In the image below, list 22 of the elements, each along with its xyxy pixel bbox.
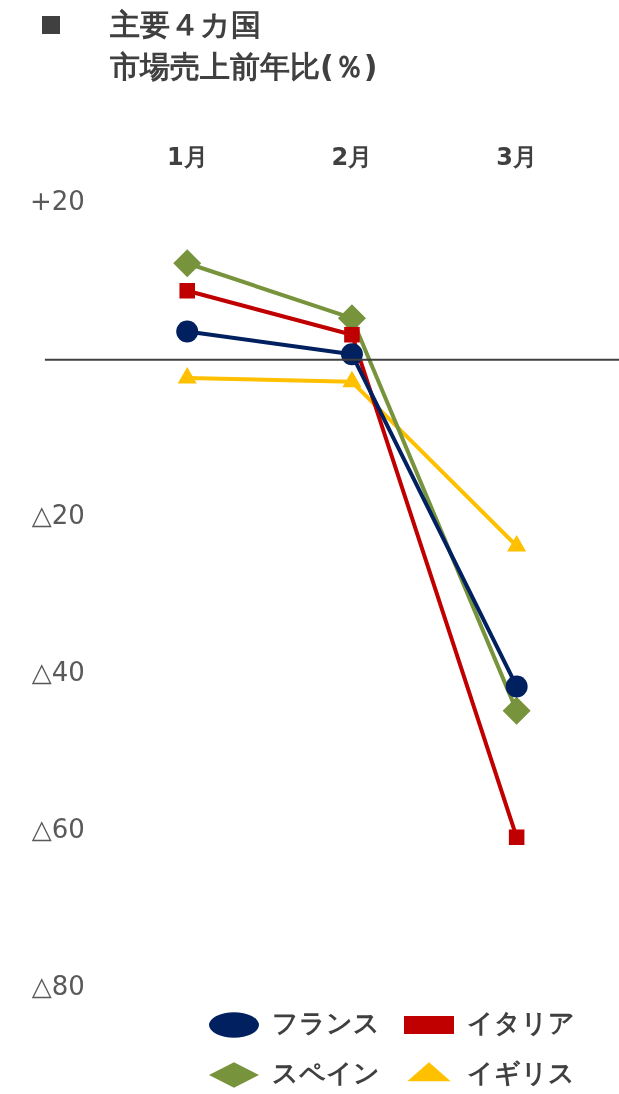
- point: [173, 249, 202, 278]
- point: [505, 675, 528, 698]
- y-tick-label: △40: [31, 656, 85, 687]
- point: [502, 696, 531, 725]
- point: [344, 326, 360, 343]
- x-tick-label: 2月: [331, 142, 373, 171]
- legend-label: スペイン: [272, 1057, 380, 1088]
- legend-label: フランス: [272, 1007, 380, 1038]
- point: [176, 320, 199, 343]
- chart-subtitle: 市場売上前年比(％): [110, 48, 379, 86]
- chart-title: 主要４カ国: [110, 6, 262, 44]
- y-tick-label: +20: [29, 185, 85, 216]
- y-tick-label: △20: [31, 499, 85, 530]
- x-tick-label: 1月: [166, 142, 208, 171]
- x-tick-label: 3月: [496, 142, 537, 171]
- point: [340, 343, 363, 366]
- point: [179, 282, 195, 299]
- legend-label: イギリス: [467, 1057, 575, 1088]
- legend-label: イタリア: [467, 1007, 575, 1038]
- y-tick-label: △60: [31, 813, 85, 844]
- point: [508, 829, 525, 846]
- y-tick-label: △80: [31, 970, 85, 1001]
